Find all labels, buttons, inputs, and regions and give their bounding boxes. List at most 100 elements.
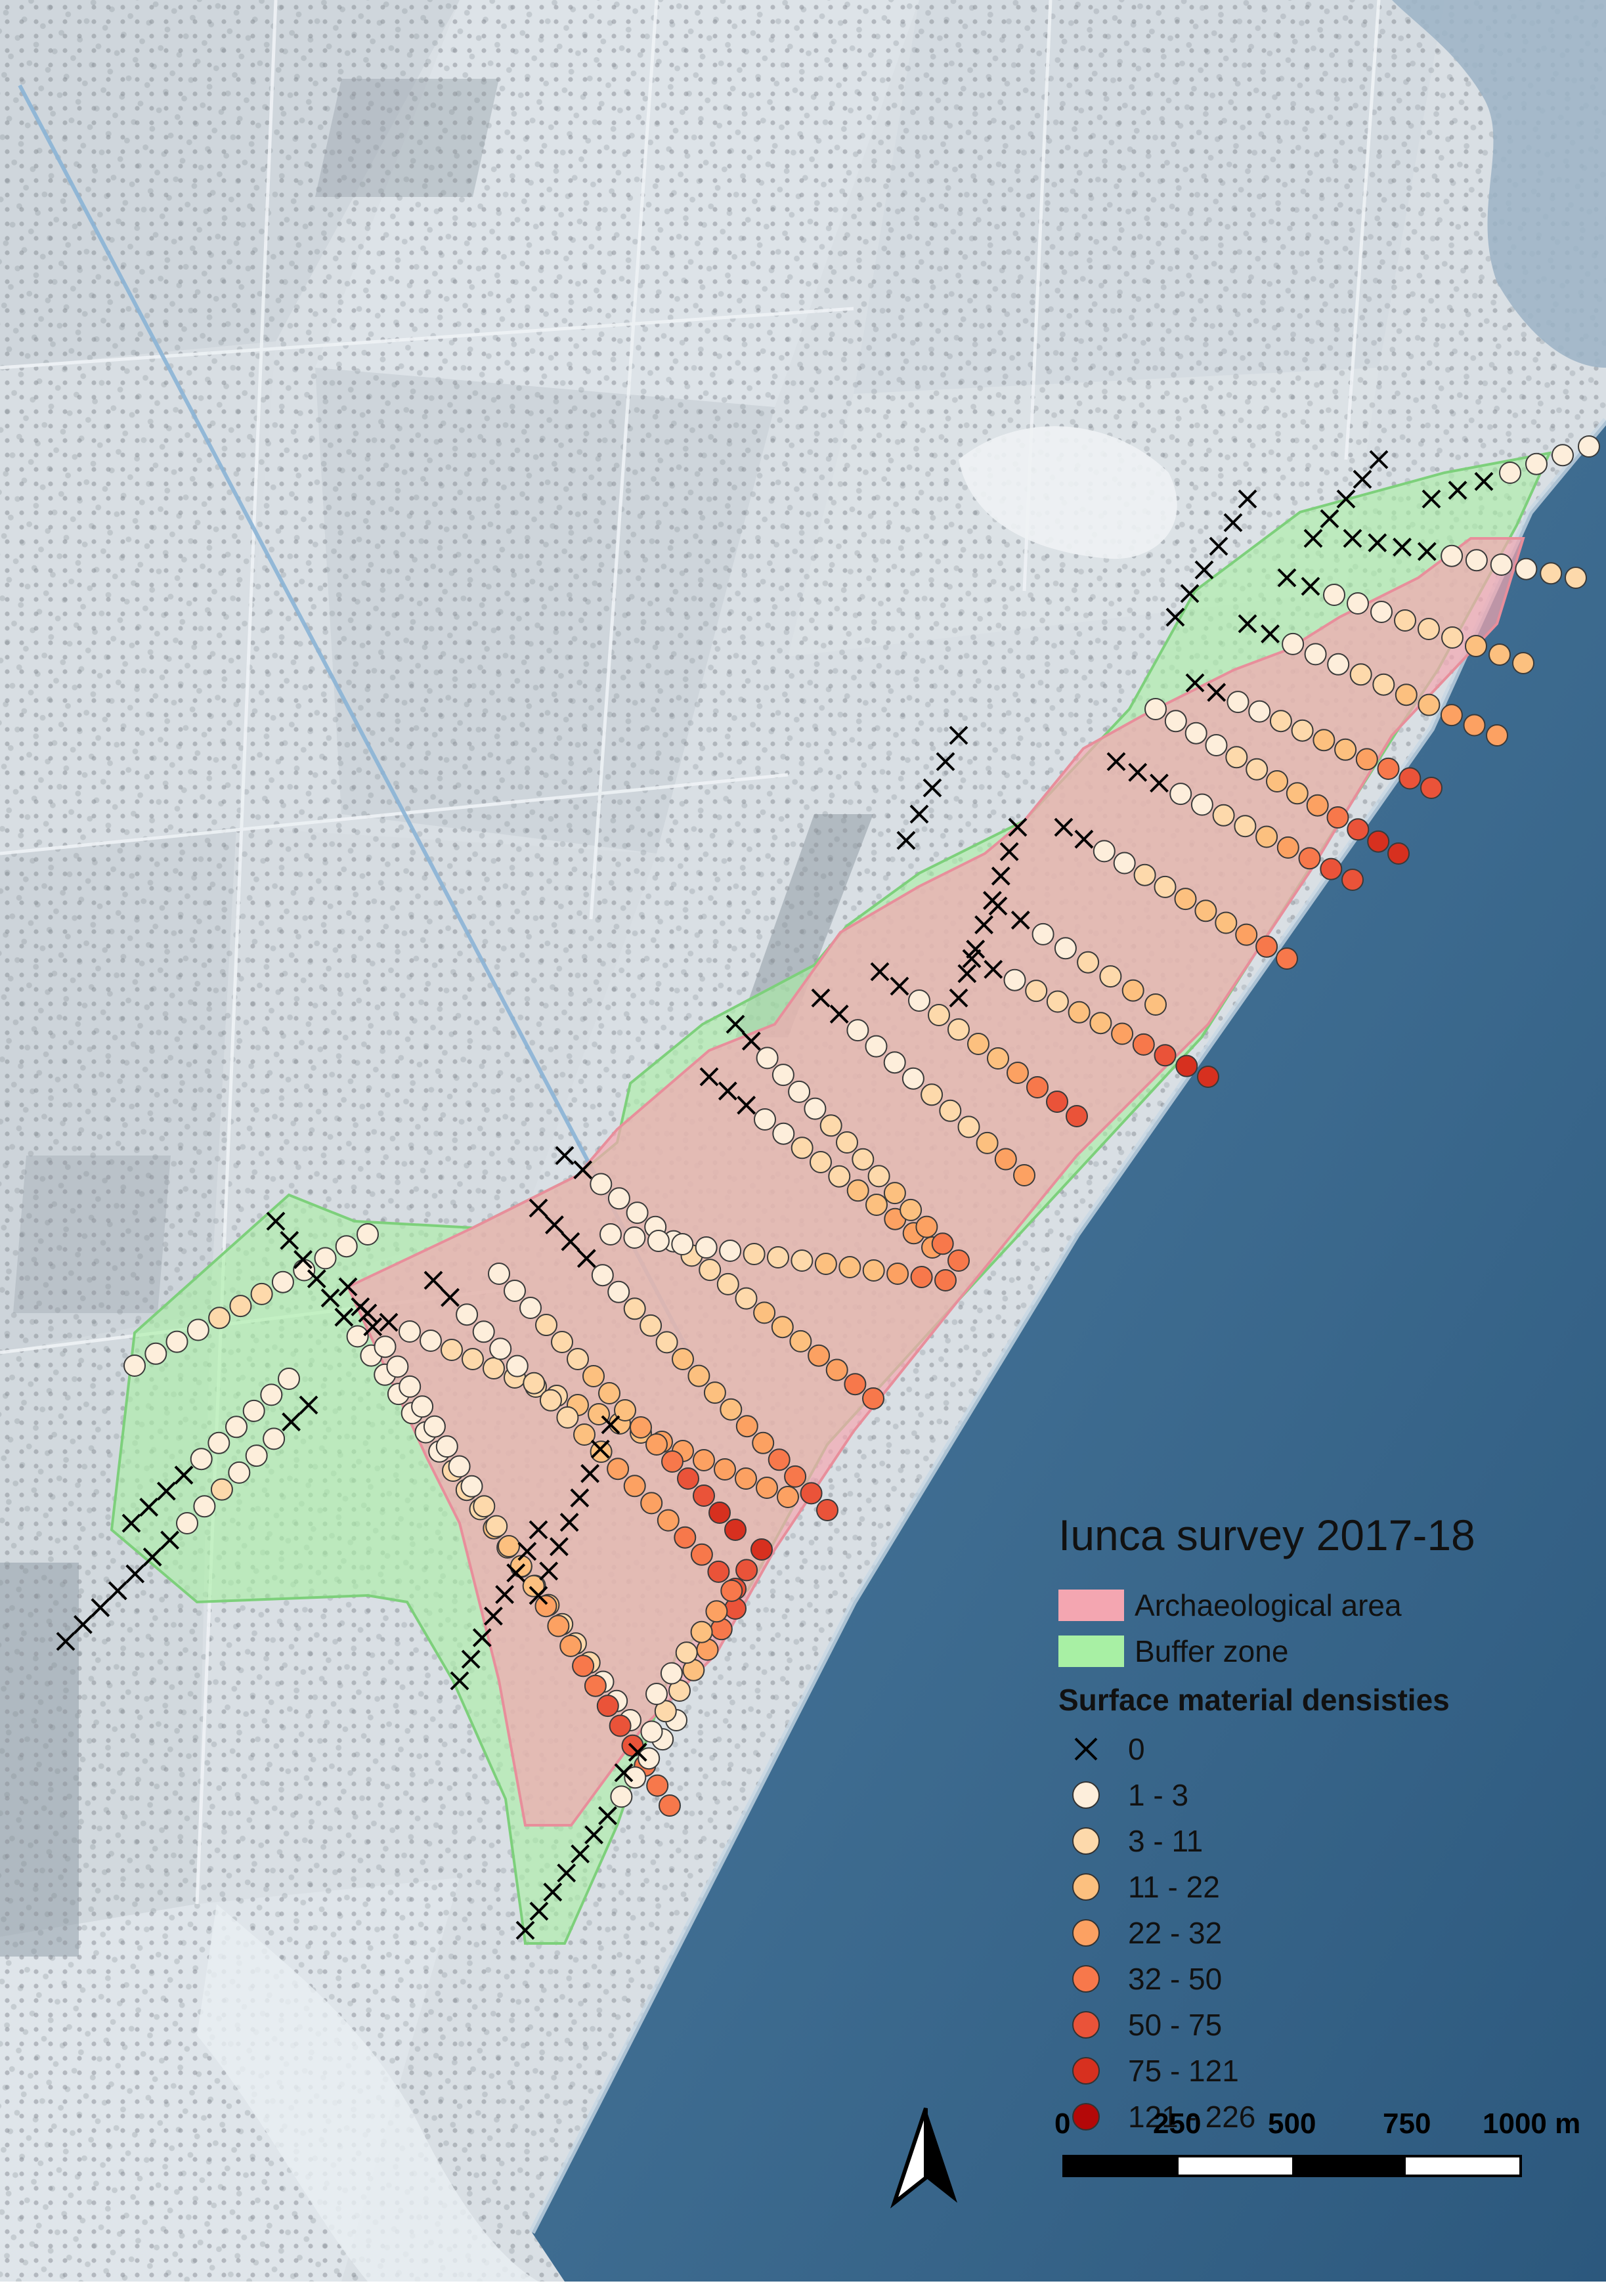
zero-density-marker <box>1207 683 1226 702</box>
zero-density-marker <box>441 1288 460 1307</box>
density-sample-point <box>144 1342 167 1365</box>
density-sample-point <box>661 1450 684 1473</box>
class-label: 121 - 226 <box>1128 2100 1256 2134</box>
density-sample-point <box>1190 793 1213 816</box>
zero-density-marker <box>1343 529 1362 548</box>
zero-density-marker <box>571 1844 590 1864</box>
density-sample-point <box>867 1165 890 1188</box>
zero-density-marker <box>1448 481 1467 500</box>
zero-density-marker <box>580 1463 599 1483</box>
density-sample-point <box>1174 888 1197 911</box>
density-sample-point <box>915 1215 938 1238</box>
zero-density-marker <box>280 1230 299 1250</box>
density-sample-point <box>1282 632 1305 655</box>
density-sample-point <box>522 1574 545 1597</box>
density-sample-point <box>844 1373 867 1396</box>
density-sample-point <box>931 1232 954 1255</box>
zero-density-marker <box>1209 536 1228 556</box>
density-sample-point <box>1387 842 1410 865</box>
zero-density-marker <box>358 1303 378 1323</box>
density-sample-point <box>1286 782 1309 805</box>
zero-density-marker <box>726 1014 745 1034</box>
density-sample-point <box>225 1416 248 1439</box>
density-sample-point <box>814 1253 837 1275</box>
density-sample-point <box>660 1662 683 1685</box>
zero-density-marker <box>559 1513 579 1532</box>
legend-class-0: 0 <box>1058 1731 1387 1767</box>
density-sample-point <box>488 1263 510 1285</box>
density-sample-point <box>624 1766 647 1789</box>
density-sample-point <box>928 1004 950 1026</box>
scale-segment <box>1406 2157 1519 2175</box>
density-sample-point <box>1099 965 1122 988</box>
density-sample-point <box>1370 601 1393 623</box>
density-sample-point <box>607 1280 630 1303</box>
density-sample-point <box>816 1499 838 1521</box>
density-sample-point <box>791 1249 814 1272</box>
zero-density-marker <box>484 1607 503 1626</box>
density-sample-point <box>346 1325 369 1348</box>
scale-segment <box>1292 2157 1406 2175</box>
density-sample-point <box>1486 724 1508 747</box>
density-sample-point <box>1089 1012 1112 1035</box>
density-sample-point <box>572 1655 595 1678</box>
surf-foam <box>529 418 1606 2234</box>
density-sample-point <box>714 1458 736 1481</box>
zero-density-marker <box>299 1395 318 1415</box>
sea <box>532 420 1606 2282</box>
density-sample-point <box>675 1641 698 1664</box>
zero-density-marker <box>1223 513 1243 532</box>
density-sample-point <box>1031 922 1054 945</box>
legend-class-7: 75 - 121 <box>1058 2052 1387 2089</box>
circle-icon <box>1072 1965 1100 1993</box>
density-sample-point <box>1093 840 1116 863</box>
zero-density-marker <box>1353 469 1372 489</box>
density-sample-point <box>921 1083 944 1106</box>
density-sample-point <box>640 1492 663 1515</box>
density-sample-point <box>1068 1001 1091 1024</box>
density-sample-point <box>771 1064 794 1087</box>
density-sample-point <box>828 1165 851 1188</box>
density-sample-point <box>810 1151 832 1173</box>
density-sample-point <box>1276 836 1299 859</box>
density-sample-point <box>1175 1054 1198 1077</box>
density-sample-point <box>1269 710 1292 733</box>
density-sample-point <box>1349 663 1372 686</box>
density-sample-point <box>1441 626 1464 649</box>
density-sample-point <box>473 1495 496 1518</box>
density-sample-point <box>1046 1091 1068 1113</box>
density-sample-point <box>883 1051 906 1074</box>
density-sample-point <box>800 1482 823 1505</box>
density-sample-point <box>271 1270 294 1293</box>
legend-class-1: 1 - 3 <box>1058 1777 1387 1813</box>
zero-density-marker <box>495 1585 514 1604</box>
zero-density-marker <box>550 1537 569 1557</box>
density-sample-point <box>547 1614 570 1637</box>
zero-density-marker <box>896 831 916 850</box>
density-sample-point <box>695 1236 718 1259</box>
density-sample-point <box>420 1330 442 1352</box>
density-sample-point <box>441 1339 463 1361</box>
density-sample-point <box>1026 1076 1049 1098</box>
density-sample-point <box>1046 990 1069 1013</box>
density-sample-point <box>987 1047 1009 1070</box>
zero-density-marker <box>529 1198 548 1218</box>
class-label: 50 - 75 <box>1128 2008 1223 2042</box>
zero-density-marker <box>1106 752 1126 771</box>
density-sample-point <box>1304 643 1327 666</box>
density-sample-point <box>229 1295 252 1318</box>
density-sample-point <box>599 1223 622 1245</box>
zero-density-marker <box>984 959 1003 979</box>
density-sample-point <box>435 1435 458 1458</box>
zero-density-marker <box>160 1530 179 1550</box>
density-sample-point <box>623 1297 646 1320</box>
class-label: 3 - 11 <box>1128 1824 1204 1858</box>
zero-density-marker <box>1238 614 1257 634</box>
density-sample-point <box>590 1173 613 1196</box>
density-sample-point <box>335 1235 358 1258</box>
scale-bar: 0 250 500 750 1000 m <box>1049 2108 1601 2199</box>
zero-density-marker <box>555 1146 575 1165</box>
zero-density-marker <box>1180 584 1200 603</box>
